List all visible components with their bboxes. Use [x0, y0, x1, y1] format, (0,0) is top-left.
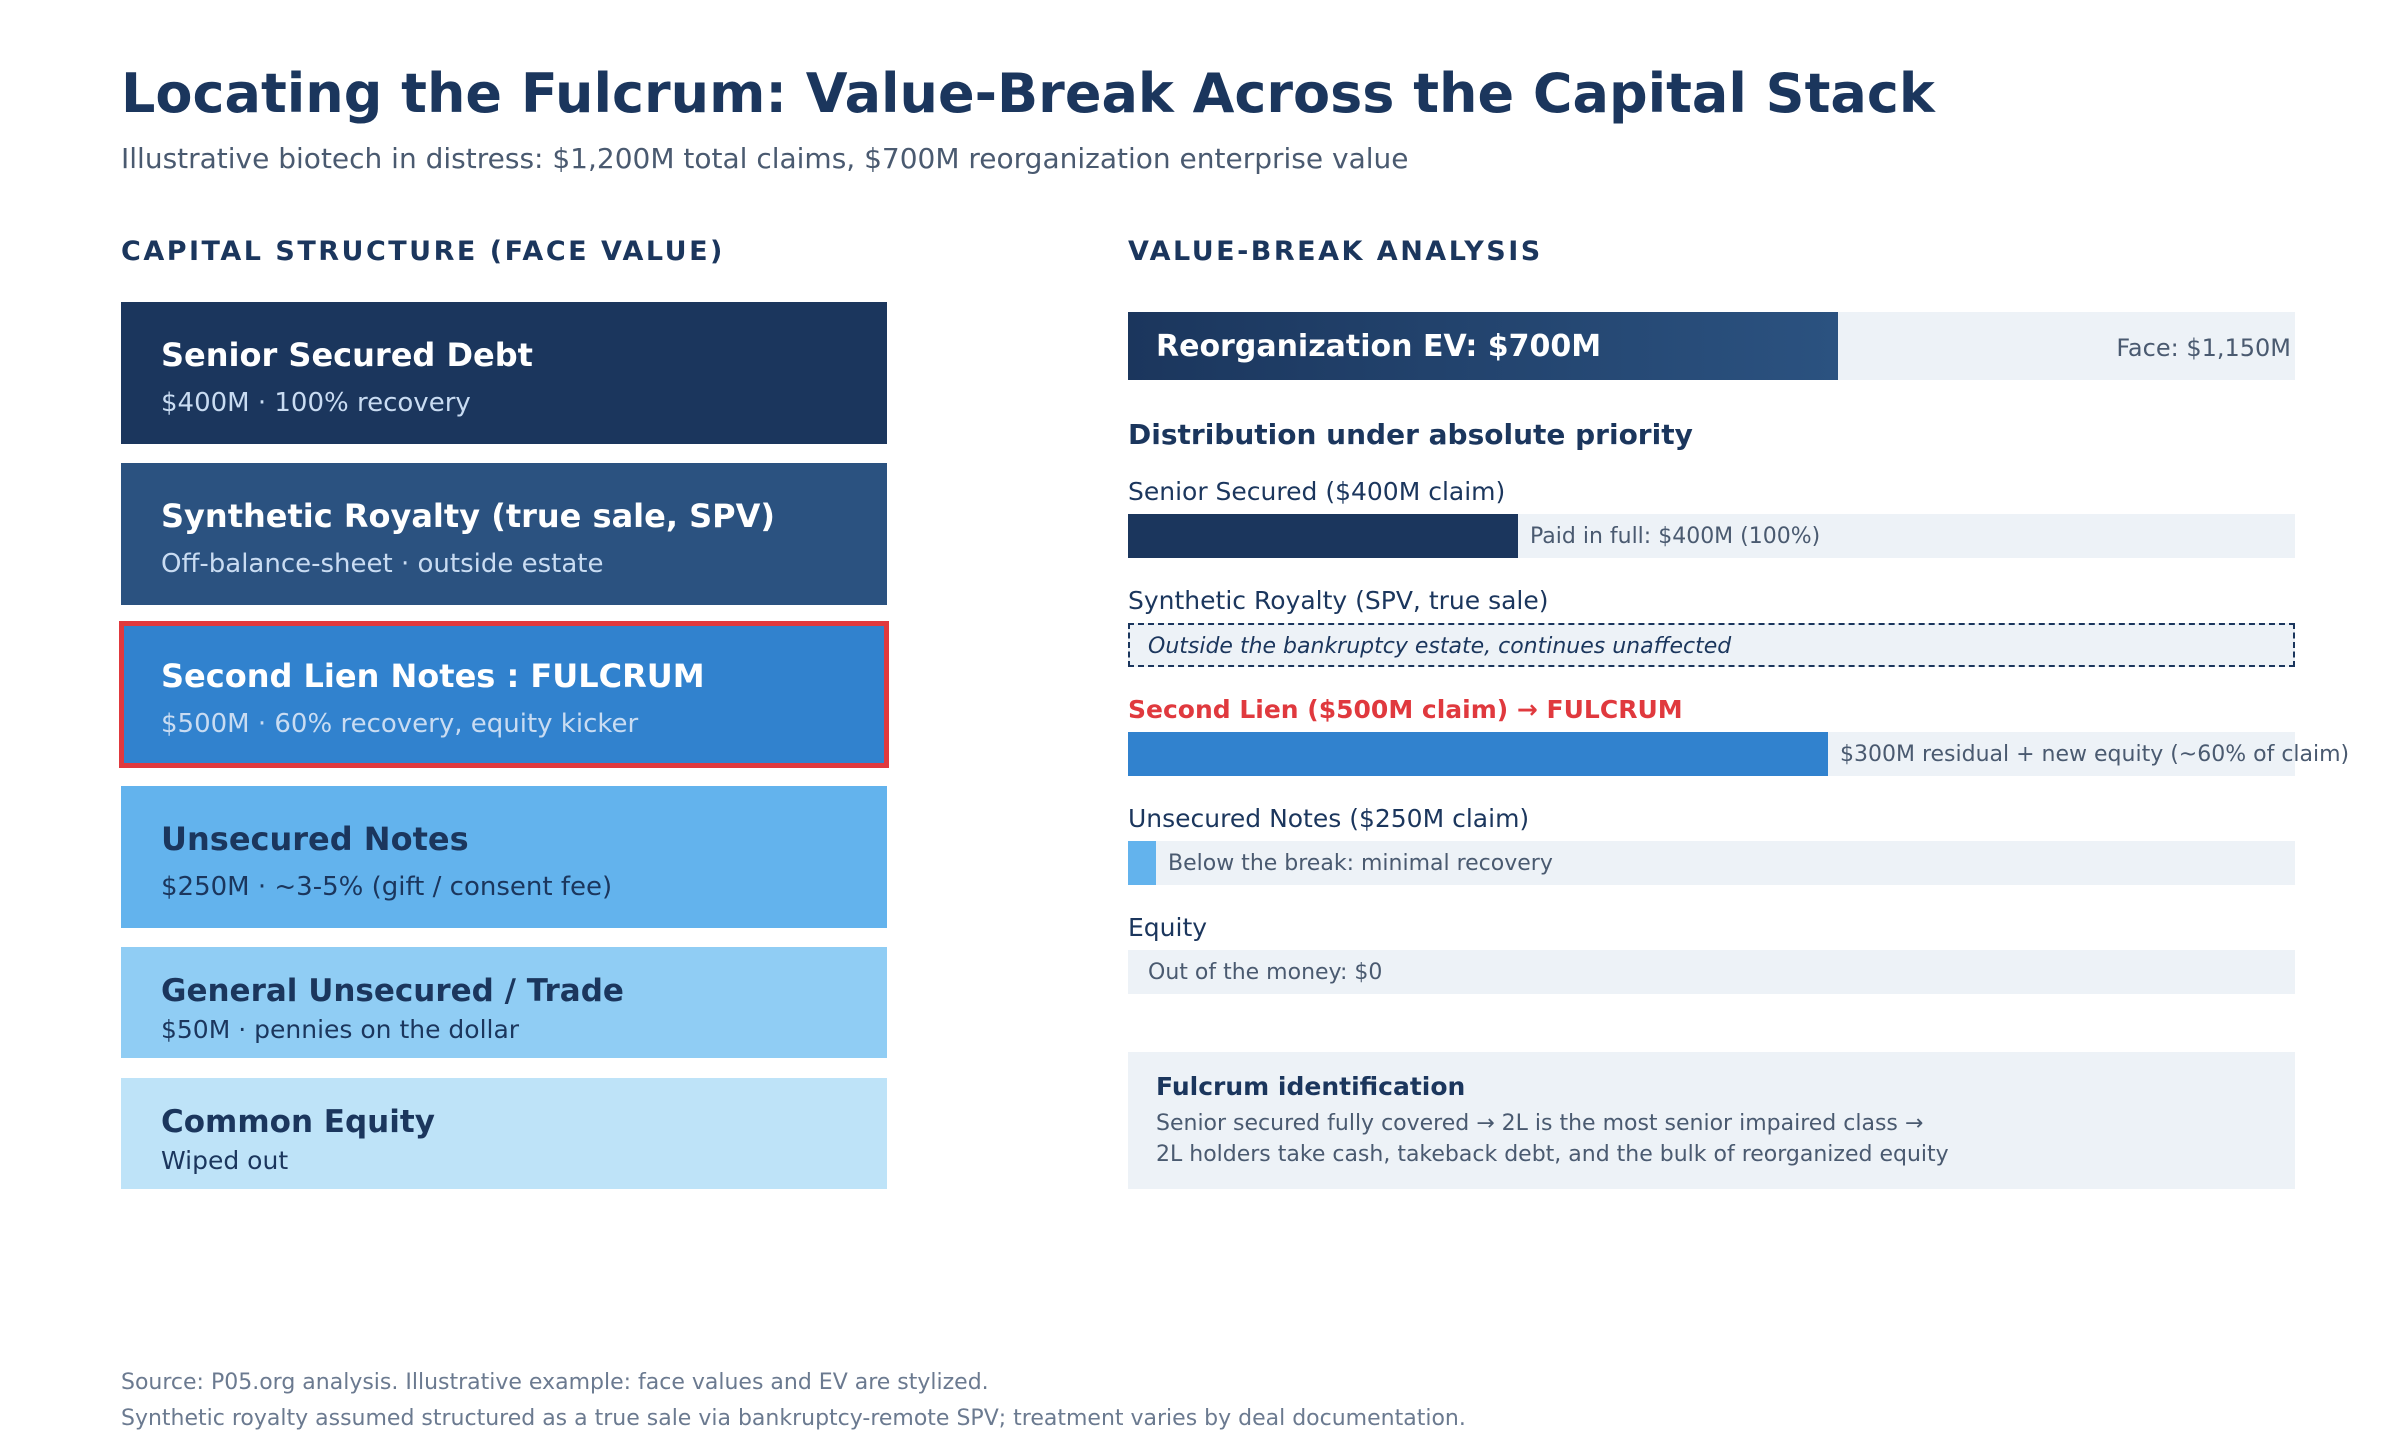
- row-track-second-lien: $300M residual + new equity (~60% of cla…: [1128, 732, 2349, 776]
- row-fill-senior-secured: [1128, 514, 1518, 558]
- row-fill-unsecured-notes: [1128, 841, 1156, 885]
- source-note-1: Source: P05.org analysis. Illustrative e…: [121, 1370, 989, 1395]
- page-subtitle: Illustrative biotech in distress: $1,200…: [121, 142, 1409, 175]
- fulcrum-box-line-2: 2L holders take cash, takeback debt, and…: [1156, 1142, 1949, 1167]
- row-text-second-lien: $300M residual + new equity (~60% of cla…: [1840, 742, 2350, 767]
- row-fill-second-lien: [1128, 732, 1828, 776]
- tranche-name: Second Lien Notes : FULCRUM: [161, 657, 705, 695]
- ev-bar-label: Reorganization EV: $700M: [1156, 329, 1602, 364]
- tranche-detail: Off-balance-sheet · outside estate: [161, 549, 604, 579]
- row-label-senior-secured: Senior Secured ($400M claim): [1128, 477, 1506, 506]
- ev-bar-fill: [1128, 312, 1838, 380]
- row-track-equity: Out of the money: $0: [1128, 950, 2295, 994]
- tranche-second-lien-fulcrum: Second Lien Notes : FULCRUM $500M · 60% …: [119, 621, 889, 768]
- row-label-synthetic-royalty: Synthetic Royalty (SPV, true sale): [1128, 586, 1549, 615]
- row-text-equity: Out of the money: $0: [1148, 960, 1383, 985]
- tranche-name: General Unsecured / Trade: [161, 973, 624, 1009]
- tranche-general-unsecured: General Unsecured / Trade $50M · pennies…: [121, 947, 887, 1058]
- tranche-common-equity: Common Equity Wiped out: [121, 1078, 887, 1189]
- capital-structure-heading: CAPITAL STRUCTURE (FACE VALUE): [121, 236, 725, 267]
- page-title: Locating the Fulcrum: Value-Break Across…: [121, 62, 1935, 125]
- tranche-synthetic-royalty: Synthetic Royalty (true sale, SPV) Off-b…: [121, 463, 887, 605]
- fulcrum-box-line-1: Senior secured fully covered → 2L is the…: [1156, 1111, 1924, 1136]
- tranche-detail: Wiped out: [161, 1146, 289, 1175]
- row-label-unsecured-notes: Unsecured Notes ($250M claim): [1128, 804, 1530, 833]
- distribution-heading: Distribution under absolute priority: [1128, 418, 1693, 451]
- tranche-name: Synthetic Royalty (true sale, SPV): [161, 497, 776, 535]
- tranche-senior-secured: Senior Secured Debt $400M · 100% recover…: [121, 302, 887, 444]
- row-label-second-lien: Second Lien ($500M claim) → FULCRUM: [1128, 695, 1683, 724]
- fulcrum-box-title: Fulcrum identification: [1156, 1072, 1466, 1101]
- row-track-synthetic-royalty: Outside the bankruptcy estate, continues…: [1128, 623, 2295, 667]
- source-note-2: Synthetic royalty assumed structured as …: [121, 1406, 1466, 1431]
- tranche-name: Common Equity: [161, 1104, 435, 1140]
- fulcrum-identification-box: Fulcrum identification Senior secured fu…: [1128, 1052, 2295, 1189]
- ev-bar-track: Reorganization EV: $700M Face: $1,150M: [1128, 312, 2295, 380]
- row-text-synthetic-royalty: Outside the bankruptcy estate, continues…: [1148, 634, 1732, 659]
- ev-face-label: Face: $1,150M: [2116, 334, 2291, 362]
- tranche-detail: $50M · pennies on the dollar: [161, 1015, 520, 1044]
- row-track-senior-secured: Paid in full: $400M (100%): [1128, 514, 2295, 558]
- tranche-detail: $400M · 100% recovery: [161, 388, 471, 418]
- row-text-senior-secured: Paid in full: $400M (100%): [1530, 524, 1821, 549]
- row-text-unsecured-notes: Below the break: minimal recovery: [1168, 851, 1553, 876]
- tranche-name: Senior Secured Debt: [161, 336, 533, 374]
- row-track-unsecured-notes: Below the break: minimal recovery: [1128, 841, 2295, 885]
- row-label-equity: Equity: [1128, 913, 1208, 942]
- value-break-heading: VALUE-BREAK ANALYSIS: [1128, 236, 1543, 267]
- tranche-name: Unsecured Notes: [161, 820, 469, 858]
- tranche-detail: $500M · 60% recovery, equity kicker: [161, 709, 639, 739]
- tranche-detail: $250M · ~3-5% (gift / consent fee): [161, 872, 613, 902]
- tranche-unsecured-notes: Unsecured Notes $250M · ~3-5% (gift / co…: [121, 786, 887, 928]
